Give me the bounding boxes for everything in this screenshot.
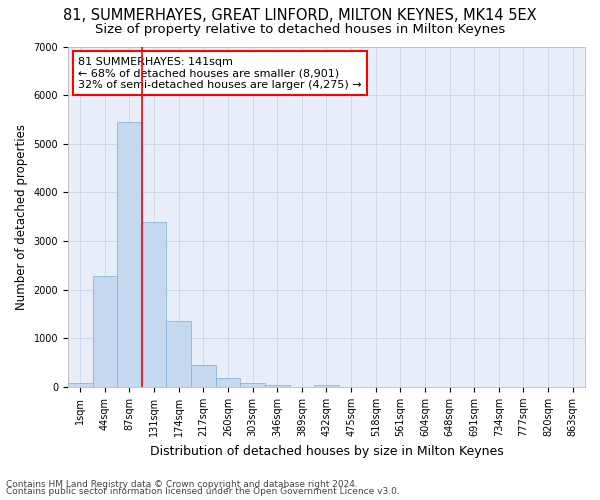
Y-axis label: Number of detached properties: Number of detached properties (15, 124, 28, 310)
X-axis label: Distribution of detached houses by size in Milton Keynes: Distribution of detached houses by size … (149, 444, 503, 458)
Text: Contains public sector information licensed under the Open Government Licence v3: Contains public sector information licen… (6, 487, 400, 496)
Text: 81, SUMMERHAYES, GREAT LINFORD, MILTON KEYNES, MK14 5EX: 81, SUMMERHAYES, GREAT LINFORD, MILTON K… (63, 8, 537, 22)
Bar (92, 276, 117, 387)
Text: Contains HM Land Registry data © Crown copyright and database right 2024.: Contains HM Land Registry data © Crown c… (6, 480, 358, 489)
Bar (68, 383, 92, 387)
Bar (265, 384, 290, 387)
Bar (314, 384, 339, 387)
Text: 81 SUMMERHAYES: 141sqm
← 68% of detached houses are smaller (8,901)
32% of semi-: 81 SUMMERHAYES: 141sqm ← 68% of detached… (78, 56, 362, 90)
Bar (240, 383, 265, 387)
Bar (117, 122, 142, 387)
Bar (142, 222, 166, 387)
Bar (191, 365, 215, 387)
Text: Size of property relative to detached houses in Milton Keynes: Size of property relative to detached ho… (95, 22, 505, 36)
Bar (166, 322, 191, 387)
Bar (215, 378, 240, 387)
